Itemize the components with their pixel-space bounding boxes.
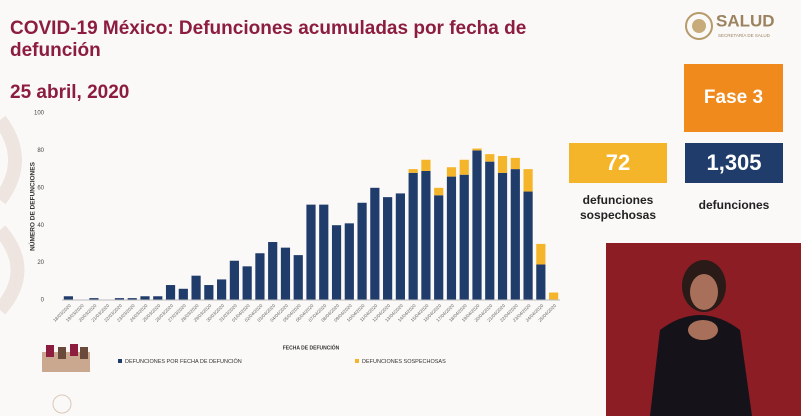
y-tick-label: 20 <box>37 260 44 266</box>
legend-swatch <box>355 359 359 363</box>
y-tick-label: 100 <box>34 111 45 117</box>
legend-label: DEFUNCIONES SOSPECHOSAS <box>362 359 446 365</box>
bar <box>153 296 163 300</box>
stat-box: 1,305 <box>685 143 783 183</box>
bar <box>446 176 457 300</box>
phase-box: Fase 3 <box>684 64 783 132</box>
bar <box>293 255 303 300</box>
bar <box>344 223 354 300</box>
bar <box>459 159 469 175</box>
y-tick-label: 60 <box>37 185 44 191</box>
bar <box>242 266 252 300</box>
bar <box>497 156 508 173</box>
bar <box>331 225 342 300</box>
bar <box>485 161 495 300</box>
bar <box>523 169 533 192</box>
legend-swatch <box>118 359 122 363</box>
bar <box>127 298 137 300</box>
emblem <box>52 394 72 414</box>
bar <box>421 170 431 300</box>
bar <box>178 288 188 300</box>
bar <box>510 157 520 170</box>
stat-value: 1,305 <box>706 150 762 175</box>
y-tick-label: 40 <box>37 223 44 229</box>
bar <box>536 243 546 265</box>
bar <box>434 187 444 196</box>
bar <box>114 298 125 300</box>
decoration <box>0 115 25 315</box>
bar <box>472 148 482 151</box>
y-tick-label: 80 <box>37 148 44 154</box>
bar <box>357 202 367 300</box>
bar <box>204 285 214 300</box>
bar <box>370 187 380 300</box>
bar <box>191 275 201 300</box>
stat-value: 72 <box>605 150 631 175</box>
bar <box>434 195 444 300</box>
bar <box>472 150 482 300</box>
bar <box>536 264 546 300</box>
bar <box>255 253 265 300</box>
bar <box>165 285 176 300</box>
logo: SALUD <box>716 11 775 30</box>
bar <box>89 298 99 300</box>
bar <box>549 292 559 300</box>
bar <box>140 296 150 300</box>
people-illustration <box>42 344 90 372</box>
bar <box>395 193 405 300</box>
bar <box>497 172 508 300</box>
bar <box>408 169 418 173</box>
bar <box>280 247 291 300</box>
bar <box>229 260 239 300</box>
bar <box>268 242 278 300</box>
y-tick-label: 0 <box>41 298 45 304</box>
bar <box>306 204 316 300</box>
chart-title: COVID-19 México: Defunciones acumuladas … <box>10 18 527 61</box>
bar <box>485 154 495 162</box>
bar <box>217 279 227 300</box>
bar <box>510 169 520 300</box>
stat-box: 72 <box>569 143 667 183</box>
bar <box>319 204 329 300</box>
bar <box>63 296 73 300</box>
logo-subtitle: SECRETARÍA DE SALUD <box>718 32 771 38</box>
bar <box>408 172 418 300</box>
legend-label: DEFUNCIONES POR FECHA DE DEFUNCIÓN <box>125 358 242 365</box>
stat-label: defunciones <box>698 198 770 212</box>
stat-label: defunciones sospechosas <box>579 193 657 222</box>
phase: Fase 3 <box>703 87 764 108</box>
interpreter <box>650 260 752 416</box>
bar <box>421 159 431 171</box>
logo-emblem <box>685 12 713 40</box>
chart-subtitle: 25 abril, 2020 <box>10 82 130 103</box>
bar <box>383 197 393 300</box>
bar <box>459 174 469 300</box>
y-axis-label: NÚMERO DE DEFUNCIONES <box>28 161 37 251</box>
x-axis-label: FECHA DE DEFUNCIÓN <box>283 343 340 351</box>
bar <box>446 167 457 177</box>
bar <box>523 191 533 300</box>
